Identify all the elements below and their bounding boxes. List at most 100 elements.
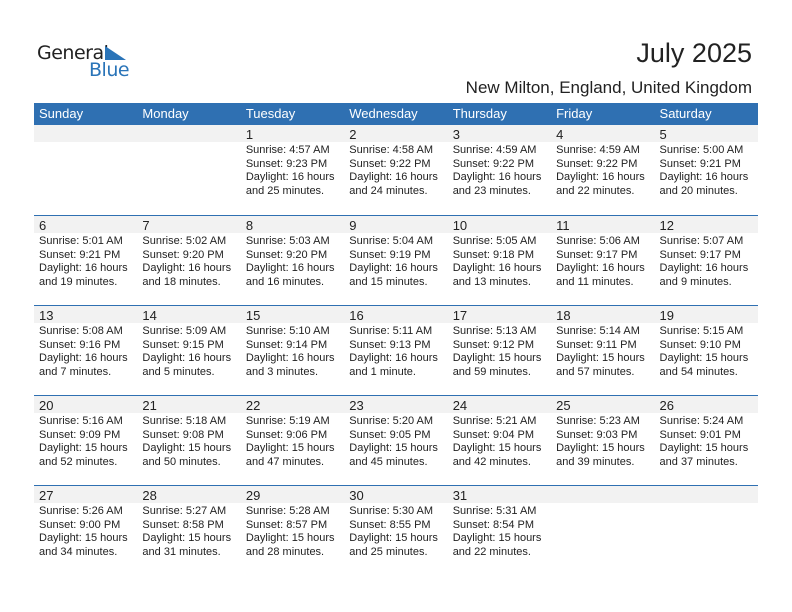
daylight-minutes: and 5 minutes. — [142, 365, 215, 378]
day-cell: 6 Sunrise: 5:01 AM Sunset: 9:21 PM Daylight… — [34, 216, 137, 289]
sunset: Sunset: 9:14 PM — [245, 338, 328, 351]
sunrise: Sunrise: 5:20 AM — [349, 415, 434, 427]
daylight: Daylight: 15 hours — [39, 532, 128, 544]
week-row: 13 Sunrise: 5:08 AM Sunset: 9:16 PM Dayligh… — [34, 305, 758, 395]
daylight-minutes: and 42 minutes. — [452, 455, 531, 468]
weekday-sunday: Sunday — [39, 106, 84, 121]
day-number: 7 — [142, 218, 150, 233]
daylight-minutes: and 39 minutes. — [556, 455, 635, 468]
sunset: Sunset: 9:22 PM — [556, 157, 638, 170]
sunset: Sunset: 9:12 PM — [452, 338, 535, 351]
daylight-minutes: and 13 minutes. — [452, 275, 531, 288]
sunset: Sunset: 9:16 PM — [39, 338, 121, 351]
daylight: Daylight: 16 hours — [349, 171, 438, 183]
sunset: Sunset: 9:17 PM — [659, 248, 741, 261]
day-cell: 1 Sunrise: 4:57 AM Sunset: 9:23 PM Daylight… — [241, 125, 344, 198]
day-number: 5 — [659, 127, 667, 142]
sunrise: Sunrise: 5:30 AM — [349, 505, 434, 517]
date-band — [34, 216, 758, 233]
day-cell: 17 Sunrise: 5:13 AM Sunset: 9:12 PM Dayligh… — [448, 306, 551, 379]
day-cell: 24 Sunrise: 5:21 AM Sunset: 9:04 PM Dayligh… — [448, 396, 551, 469]
sunrise: Sunrise: 5:28 AM — [245, 505, 330, 517]
day-number: 24 — [452, 398, 468, 413]
daylight: Daylight: 16 hours — [39, 262, 128, 274]
daylight: Daylight: 16 hours — [39, 352, 128, 364]
daylight-minutes: and 15 minutes. — [349, 275, 428, 288]
weekday-friday: Friday — [556, 106, 593, 121]
day-cell: 14 Sunrise: 5:09 AM Sunset: 9:15 PM Dayligh… — [137, 306, 240, 379]
sunset: Sunset: 9:00 PM — [39, 518, 121, 531]
sunset: Sunset: 9:10 PM — [659, 338, 741, 351]
day-cell: 22 Sunrise: 5:19 AM Sunset: 9:06 PM Dayligh… — [241, 396, 344, 469]
sunrise: Sunrise: 5:18 AM — [142, 415, 227, 427]
day-cell: 18 Sunrise: 5:14 AM Sunset: 9:11 PM Dayligh… — [551, 306, 654, 379]
day-cell: 27 Sunrise: 5:26 AM Sunset: 9:00 PM Dayligh… — [34, 486, 137, 559]
day-cell: 20 Sunrise: 5:16 AM Sunset: 9:09 PM Dayligh… — [34, 396, 137, 469]
daylight: Daylight: 16 hours — [142, 262, 232, 274]
sunrise: Sunrise: 4:59 AM — [452, 144, 537, 156]
sunrise: Sunrise: 5:16 AM — [39, 415, 123, 427]
day-number: 14 — [142, 308, 157, 323]
day-cell: 7 Sunrise: 5:02 AM Sunset: 9:20 PM Daylight… — [137, 216, 240, 289]
sunset: Sunset: 8:55 PM — [349, 518, 431, 531]
day-cell: 25 Sunrise: 5:23 AM Sunset: 9:03 PM Dayligh… — [551, 396, 654, 469]
sunset: Sunset: 9:22 PM — [452, 157, 535, 170]
week-row: 20 Sunrise: 5:16 AM Sunset: 9:09 PM Dayligh… — [34, 395, 758, 485]
daylight: Daylight: 15 hours — [452, 532, 542, 544]
sunset: Sunset: 9:22 PM — [349, 157, 431, 170]
location: New Milton, England, United Kingdom — [465, 78, 752, 97]
week-row: 27 Sunrise: 5:26 AM Sunset: 9:00 PM Dayligh… — [34, 485, 758, 575]
daylight: Daylight: 16 hours — [452, 171, 542, 183]
daylight-minutes: and 25 minutes. — [245, 184, 325, 197]
day-cell: 2 Sunrise: 4:58 AM Sunset: 9:22 PM Daylight… — [344, 125, 447, 198]
daylight-minutes: and 50 minutes. — [142, 455, 221, 468]
day-number: 3 — [452, 127, 460, 142]
day-cell: 9 Sunrise: 5:04 AM Sunset: 9:19 PM Daylight… — [344, 216, 447, 289]
empty-cell — [137, 125, 240, 198]
day-number: 22 — [245, 398, 261, 413]
weekday-monday: Monday — [142, 106, 189, 121]
day-cell: 5 Sunrise: 5:00 AM Sunset: 9:21 PM Daylight… — [655, 125, 758, 198]
day-cell: 31 Sunrise: 5:31 AM Sunset: 8:54 PM Dayligh… — [448, 486, 551, 559]
sunset: Sunset: 9:09 PM — [39, 428, 121, 441]
sunset: Sunset: 8:57 PM — [245, 518, 328, 531]
weekday-tuesday: Tuesday — [245, 106, 296, 121]
daylight-minutes: and 34 minutes. — [39, 545, 118, 558]
sunrise: Sunrise: 5:04 AM — [349, 235, 434, 247]
day-number: 26 — [659, 398, 674, 413]
day-cell: 16 Sunrise: 5:11 AM Sunset: 9:13 PM Dayligh… — [344, 306, 447, 379]
daylight: Daylight: 15 hours — [142, 532, 232, 544]
daylight-minutes: and 52 minutes. — [39, 455, 118, 468]
daylight: Daylight: 15 hours — [556, 352, 645, 364]
date-band — [34, 125, 758, 142]
day-number: 25 — [556, 398, 571, 413]
sunrise: Sunrise: 5:07 AM — [659, 235, 744, 247]
day-cell: 21 Sunrise: 5:18 AM Sunset: 9:08 PM Dayligh… — [137, 396, 240, 469]
logo: General Blue — [37, 42, 132, 82]
daylight-minutes: and 1 minute. — [349, 365, 416, 378]
calendar: Sunday Monday Tuesday Wednesday Thursday Frid… — [34, 103, 758, 575]
empty-cell — [34, 125, 137, 198]
day-number: 20 — [39, 398, 54, 413]
date-band — [34, 486, 758, 503]
day-number: 27 — [39, 488, 54, 503]
sunset: Sunset: 9:20 PM — [245, 248, 328, 261]
day-cell: 12 Sunrise: 5:07 AM Sunset: 9:17 PM Dayligh… — [655, 216, 758, 289]
day-cell: 28 Sunrise: 5:27 AM Sunset: 8:58 PM Dayligh… — [137, 486, 240, 559]
day-number: 18 — [556, 308, 571, 323]
page-title: July 2025 — [636, 38, 752, 68]
daylight-minutes: and 20 minutes. — [659, 184, 738, 197]
day-cell: 29 Sunrise: 5:28 AM Sunset: 8:57 PM Dayligh… — [241, 486, 344, 559]
sunset: Sunset: 9:05 PM — [349, 428, 431, 441]
sunrise: Sunrise: 5:24 AM — [659, 415, 744, 427]
daylight-minutes: and 37 minutes. — [659, 455, 738, 468]
sunset: Sunset: 9:23 PM — [245, 157, 328, 170]
sunset: Sunset: 9:21 PM — [659, 157, 741, 170]
sunset: Sunset: 9:15 PM — [142, 338, 224, 351]
sunset: Sunset: 9:18 PM — [452, 248, 535, 261]
daylight: Daylight: 15 hours — [349, 442, 438, 454]
daylight: Daylight: 15 hours — [452, 442, 542, 454]
sunrise: Sunrise: 4:57 AM — [245, 144, 330, 156]
sunset: Sunset: 8:54 PM — [452, 518, 535, 531]
day-number: 11 — [556, 218, 570, 233]
